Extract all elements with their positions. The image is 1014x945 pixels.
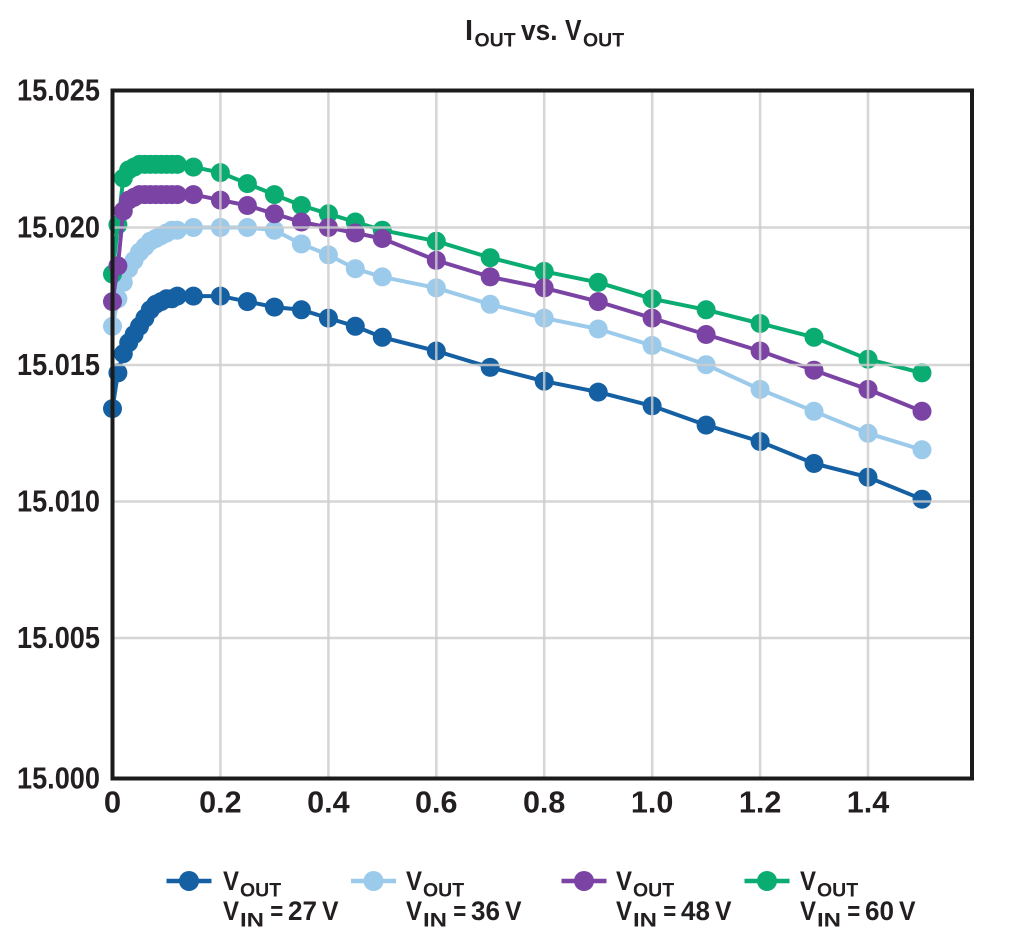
svg-text:0.8: 0.8: [523, 785, 566, 820]
svg-text:V: V: [223, 866, 239, 896]
svg-text:OUT: OUT: [633, 879, 674, 901]
svg-text:V: V: [715, 896, 732, 926]
svg-text:0.4: 0.4: [307, 785, 350, 820]
svg-text:60: 60: [865, 896, 894, 926]
svg-text:=: =: [663, 896, 676, 926]
svg-text:vs.: vs.: [521, 15, 558, 47]
svg-text:=: =: [453, 896, 466, 926]
svg-text:V: V: [505, 896, 522, 926]
svg-text:OUT: OUT: [475, 29, 516, 51]
svg-text:=: =: [847, 896, 860, 926]
svg-text:V: V: [800, 866, 816, 896]
svg-text:V: V: [322, 896, 339, 926]
svg-text:IN: IN: [240, 910, 264, 932]
svg-text:V: V: [223, 896, 239, 926]
svg-text:0.2: 0.2: [199, 785, 242, 820]
svg-text:V: V: [800, 896, 816, 926]
svg-text:1.4: 1.4: [847, 785, 890, 820]
svg-text:OUT: OUT: [583, 29, 624, 51]
svg-text:V: V: [565, 15, 582, 47]
svg-text:IN: IN: [633, 910, 657, 932]
svg-text:0: 0: [104, 785, 121, 820]
svg-text:15.015: 15.015: [17, 347, 100, 382]
svg-text:V: V: [616, 896, 632, 926]
svg-text:V: V: [899, 896, 916, 926]
svg-text:OUT: OUT: [240, 879, 281, 901]
svg-text:V: V: [406, 896, 422, 926]
svg-text:0.6: 0.6: [415, 785, 458, 820]
svg-text:48: 48: [681, 896, 710, 926]
svg-text:15.020: 15.020: [17, 209, 100, 244]
svg-text:15.010: 15.010: [17, 483, 100, 518]
svg-text:36: 36: [471, 896, 500, 926]
svg-text:I: I: [465, 15, 473, 47]
svg-text:OUT: OUT: [817, 879, 858, 901]
svg-text:15.025: 15.025: [17, 72, 100, 107]
svg-text:1.2: 1.2: [739, 785, 782, 820]
svg-text:15.005: 15.005: [17, 620, 100, 655]
svg-text:=: =: [270, 896, 283, 926]
svg-text:15.000: 15.000: [17, 760, 100, 795]
svg-text:V: V: [616, 866, 632, 896]
svg-text:1.0: 1.0: [631, 785, 674, 820]
svg-text:IN: IN: [817, 910, 841, 932]
svg-text:OUT: OUT: [423, 879, 464, 901]
svg-text:V: V: [406, 866, 422, 896]
svg-text:IN: IN: [423, 910, 447, 932]
svg-text:27: 27: [288, 896, 317, 926]
